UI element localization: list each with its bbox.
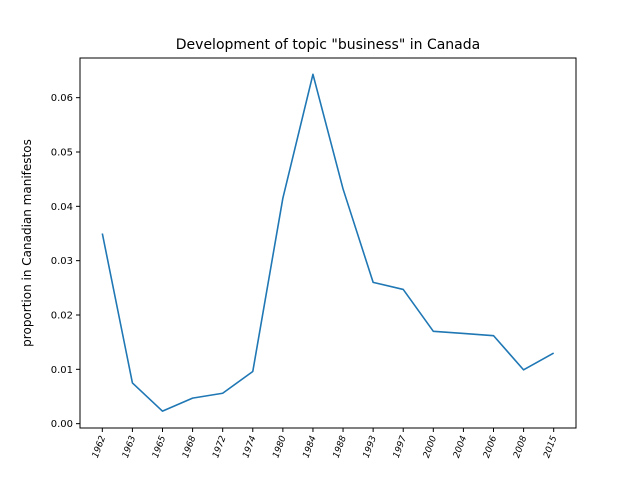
x-tick-label: 1988 <box>332 434 349 459</box>
y-tick-label: 0.04 <box>51 202 73 213</box>
chart-title: Development of topic "business" in Canad… <box>176 37 480 53</box>
y-tick-label: 0.02 <box>51 310 73 321</box>
y-tick-label: 0.03 <box>51 256 73 267</box>
x-tick-label: 2000 <box>422 434 439 459</box>
plot-frame <box>79 57 577 429</box>
x-tick-label: 2004 <box>452 434 469 459</box>
x-tick-label: 1980 <box>271 434 288 459</box>
x-tick-label: 1963 <box>121 434 138 459</box>
x-tick-label: 2006 <box>482 434 499 459</box>
x-tick-label: 1968 <box>181 434 198 459</box>
y-tick-label: 0.05 <box>51 147 73 158</box>
x-tick-label: 1965 <box>151 434 168 459</box>
x-tick-label: 2008 <box>512 434 529 459</box>
series-line <box>101 73 555 412</box>
x-tick-label: 2015 <box>542 434 559 459</box>
x-tick-label: 1972 <box>211 434 228 459</box>
x-tick-label: 1993 <box>362 434 379 459</box>
x-tick-label: 1974 <box>241 434 258 459</box>
y-tick-label: 0.01 <box>51 365 73 376</box>
y-tick-label: 0.00 <box>51 419 73 430</box>
plot-area: 0.00 0.01 0.02 0.03 0.04 0.05 0.06 1962 1963 1965… <box>51 73 560 460</box>
y-axis-label: proportion in Canadian manifestos <box>20 139 34 347</box>
x-tick-label: 1984 <box>302 434 319 459</box>
x-tick-label: 1997 <box>392 434 409 459</box>
x-tick-label: 1962 <box>91 434 108 459</box>
y-tick-label: 0.06 <box>51 93 73 104</box>
